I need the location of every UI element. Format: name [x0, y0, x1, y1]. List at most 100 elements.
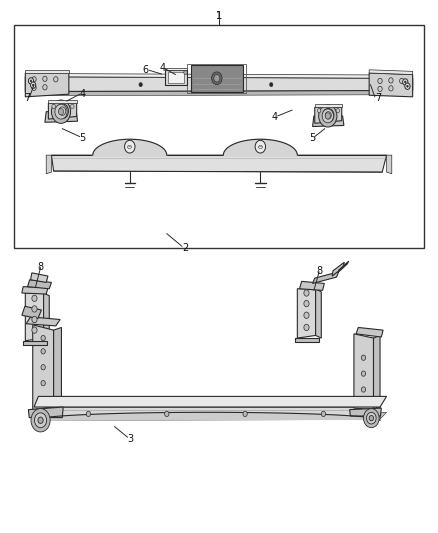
Text: 1: 1 — [216, 11, 222, 21]
Text: 6: 6 — [143, 65, 149, 75]
Text: 5: 5 — [79, 133, 85, 143]
Polygon shape — [315, 104, 342, 108]
Circle shape — [41, 365, 46, 370]
Polygon shape — [313, 116, 344, 126]
Circle shape — [399, 78, 404, 84]
Circle shape — [31, 409, 50, 432]
Circle shape — [32, 317, 37, 322]
Polygon shape — [46, 155, 51, 174]
Polygon shape — [223, 139, 297, 155]
Circle shape — [32, 306, 37, 312]
Circle shape — [30, 80, 32, 82]
Polygon shape — [350, 408, 381, 416]
Circle shape — [304, 324, 309, 330]
Polygon shape — [25, 70, 69, 73]
Polygon shape — [387, 155, 392, 174]
Circle shape — [367, 413, 376, 424]
Circle shape — [55, 104, 67, 119]
Polygon shape — [300, 281, 324, 290]
Polygon shape — [53, 327, 61, 407]
Circle shape — [35, 413, 47, 427]
Text: 7: 7 — [375, 93, 381, 103]
Polygon shape — [316, 289, 321, 338]
Circle shape — [212, 72, 222, 85]
Polygon shape — [22, 306, 42, 318]
Polygon shape — [23, 341, 47, 345]
Polygon shape — [34, 413, 387, 420]
Polygon shape — [28, 280, 51, 289]
Circle shape — [389, 86, 393, 91]
Polygon shape — [313, 272, 339, 284]
Circle shape — [404, 81, 406, 83]
Circle shape — [32, 85, 36, 91]
Polygon shape — [31, 273, 48, 282]
Polygon shape — [354, 334, 374, 410]
Circle shape — [32, 77, 36, 82]
Text: 8: 8 — [316, 266, 322, 276]
Polygon shape — [295, 338, 319, 342]
Circle shape — [304, 290, 309, 296]
Text: 8: 8 — [38, 262, 44, 271]
Polygon shape — [25, 293, 44, 341]
Circle shape — [32, 327, 37, 333]
Circle shape — [38, 417, 43, 423]
Circle shape — [165, 411, 169, 417]
Circle shape — [43, 76, 47, 82]
Polygon shape — [51, 155, 387, 172]
Circle shape — [41, 349, 46, 354]
Circle shape — [139, 83, 142, 87]
Circle shape — [319, 105, 337, 127]
Polygon shape — [34, 397, 387, 407]
Circle shape — [41, 381, 46, 386]
Circle shape — [361, 371, 366, 376]
Circle shape — [184, 70, 187, 75]
Polygon shape — [93, 139, 167, 155]
Bar — [14, 25, 424, 248]
Polygon shape — [165, 68, 187, 70]
Circle shape — [304, 312, 309, 318]
Circle shape — [361, 355, 366, 360]
Text: 1: 1 — [216, 11, 222, 21]
Circle shape — [406, 85, 408, 87]
Circle shape — [322, 109, 334, 122]
Text: $\Theta$: $\Theta$ — [127, 143, 133, 151]
Text: 4: 4 — [272, 112, 278, 122]
Polygon shape — [165, 70, 187, 85]
Circle shape — [405, 83, 410, 90]
Circle shape — [32, 295, 37, 302]
Circle shape — [31, 82, 36, 88]
Polygon shape — [45, 112, 78, 122]
Polygon shape — [48, 100, 77, 103]
Polygon shape — [356, 327, 383, 337]
Text: $\Theta$: $\Theta$ — [257, 143, 264, 151]
Circle shape — [321, 411, 325, 417]
Circle shape — [51, 100, 71, 123]
Polygon shape — [339, 261, 349, 272]
Circle shape — [369, 416, 374, 421]
Circle shape — [325, 112, 331, 119]
Text: 5: 5 — [309, 133, 315, 143]
Circle shape — [214, 75, 220, 82]
Circle shape — [41, 335, 46, 341]
Circle shape — [58, 109, 64, 115]
Circle shape — [28, 78, 34, 84]
Polygon shape — [332, 262, 344, 276]
Circle shape — [378, 78, 382, 84]
Circle shape — [364, 409, 379, 427]
Circle shape — [336, 109, 339, 113]
Text: 2: 2 — [182, 243, 188, 253]
Polygon shape — [25, 91, 413, 96]
Text: 3: 3 — [127, 434, 133, 444]
Circle shape — [389, 78, 393, 83]
Polygon shape — [34, 413, 380, 420]
Circle shape — [378, 86, 382, 92]
Circle shape — [322, 109, 333, 123]
Text: 4: 4 — [80, 88, 86, 99]
Polygon shape — [34, 407, 380, 420]
Polygon shape — [315, 108, 342, 123]
Text: 7: 7 — [25, 93, 31, 103]
Polygon shape — [374, 335, 380, 410]
Polygon shape — [25, 77, 413, 92]
Polygon shape — [25, 74, 413, 78]
Circle shape — [52, 104, 55, 109]
